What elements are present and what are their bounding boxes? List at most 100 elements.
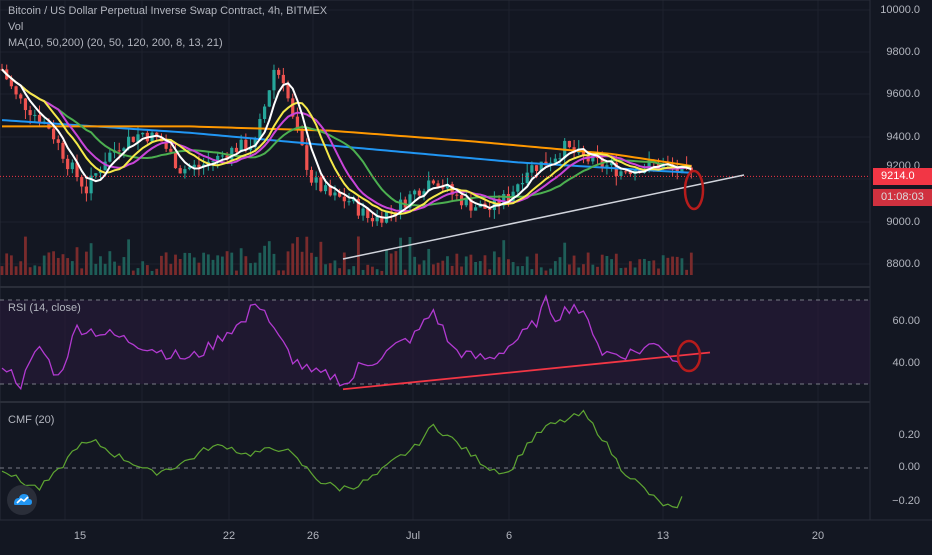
candle-body <box>108 152 112 162</box>
candle-body <box>352 198 356 202</box>
volume-bar <box>469 254 473 275</box>
volume-bar <box>549 268 553 275</box>
volume-bar <box>516 266 520 275</box>
volume-bar <box>643 258 646 275</box>
candle-body <box>413 190 417 195</box>
time-tick: 26 <box>306 530 320 542</box>
volume-bar <box>150 270 154 275</box>
price-tick: 9000.0 <box>886 216 920 228</box>
candle-body <box>127 136 131 149</box>
ma-purple-line <box>1 68 692 213</box>
volume-bar <box>661 255 665 275</box>
candle-body <box>187 167 192 170</box>
candle-body <box>342 196 346 202</box>
candle-body <box>80 177 84 187</box>
candle-body <box>230 147 234 160</box>
candle-body <box>361 208 365 216</box>
volume-bar <box>263 245 266 275</box>
candle-body <box>431 180 436 184</box>
candle-body <box>427 180 431 192</box>
candle-body <box>141 132 145 135</box>
candle-body <box>14 86 18 95</box>
candle-body <box>220 155 224 157</box>
volume-bar <box>511 262 515 275</box>
volume-bar <box>47 252 51 275</box>
candle-body <box>520 182 525 185</box>
volume-bar <box>544 270 548 275</box>
volume-bar <box>638 259 642 275</box>
candle-body <box>675 168 679 173</box>
candle-body <box>216 155 220 162</box>
volume-bar <box>249 263 252 275</box>
candle-body <box>323 185 328 192</box>
candle-body <box>558 158 562 160</box>
volume-bar <box>675 256 679 275</box>
candle-body <box>75 162 79 178</box>
volume-bar <box>272 253 276 275</box>
ma-yellow-line <box>1 68 692 215</box>
volume-bar <box>666 257 670 275</box>
volume-bar <box>333 260 337 275</box>
candle-body <box>333 192 337 196</box>
candle-body <box>347 201 351 203</box>
volume-bar <box>413 256 417 275</box>
volume-bar <box>9 255 13 275</box>
volume-bar <box>328 263 332 275</box>
candle-body <box>56 139 60 143</box>
volume-bar <box>436 262 440 275</box>
volume-bar <box>70 261 74 275</box>
volume-bar <box>178 258 182 275</box>
volume-bar <box>216 255 220 275</box>
candle-body <box>689 167 693 173</box>
volume-bar <box>530 269 534 275</box>
tradingview-logo-icon[interactable] <box>7 485 37 515</box>
ma-green-line <box>1 68 692 207</box>
volume-bar <box>539 267 543 275</box>
volume-bar <box>394 251 398 275</box>
candle-body <box>28 110 32 116</box>
volume-bar <box>432 264 435 275</box>
volume-bar <box>183 252 187 275</box>
candle-body <box>614 162 618 177</box>
volume-bar <box>408 237 412 275</box>
cmf-tick: 0.00 <box>898 461 920 473</box>
candle-body <box>295 116 300 130</box>
volume-bar <box>99 256 102 275</box>
volume-bar <box>567 264 571 275</box>
volume-bar <box>352 266 356 275</box>
candle-body <box>51 128 56 140</box>
volume-bar <box>258 252 262 275</box>
time-tick: 20 <box>811 530 825 542</box>
candle-body <box>211 161 215 163</box>
candle-body <box>47 121 51 129</box>
volume-bar <box>127 239 131 275</box>
volume-bar <box>464 256 468 275</box>
volume-bar <box>577 267 581 275</box>
volume-bar <box>474 261 478 275</box>
volume-bar <box>624 267 628 275</box>
candle-body <box>23 98 28 111</box>
volume-bar <box>497 257 501 275</box>
volume-bar <box>507 259 510 275</box>
volume-bar <box>85 251 88 275</box>
candle-body <box>609 162 614 166</box>
volume-bar <box>103 263 107 275</box>
candle-body <box>309 169 314 183</box>
volume-bar <box>174 254 177 275</box>
volume-bar <box>225 251 229 275</box>
volume-bar <box>28 267 32 275</box>
volume-bar <box>188 253 191 275</box>
volume-bar <box>385 249 388 275</box>
volume-bar <box>380 270 384 275</box>
candle-body <box>567 140 571 148</box>
price-tick: 10000.0 <box>880 4 920 16</box>
volume-bar <box>155 268 159 275</box>
volume-bar <box>136 268 140 275</box>
cmf-tick: 0.20 <box>898 429 920 441</box>
candle-body <box>9 79 13 87</box>
volume-bar <box>525 256 529 275</box>
volume-bar <box>319 241 323 275</box>
candle-body <box>131 136 135 142</box>
volume-bar <box>33 265 37 275</box>
